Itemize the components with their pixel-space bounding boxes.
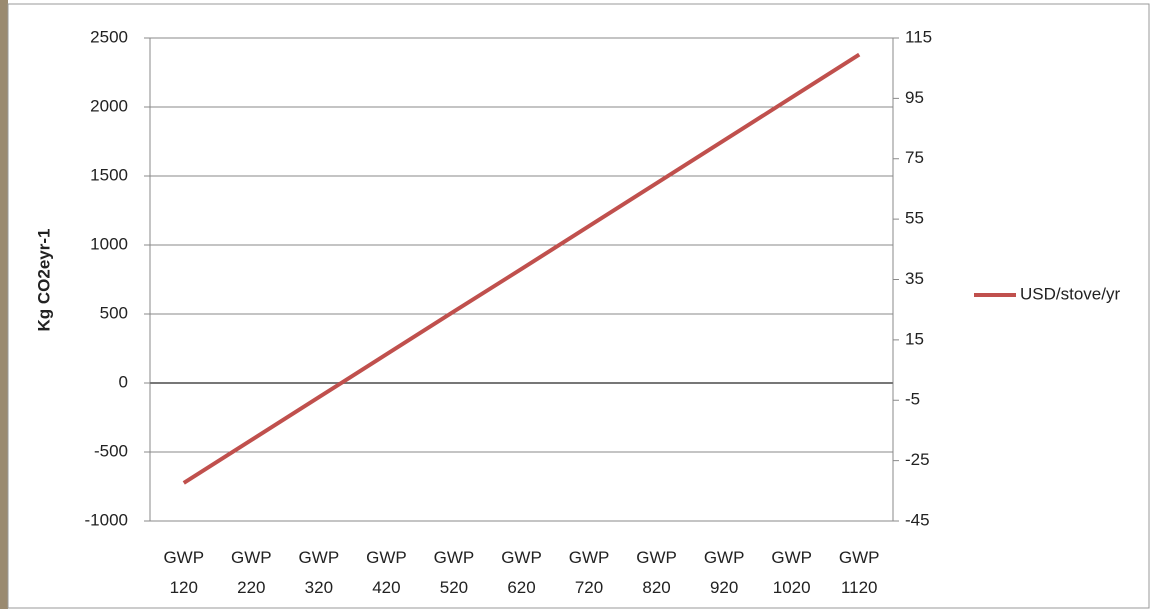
x-tick-label: GWP 720 — [568, 548, 610, 597]
y2-tick-label: -5 — [905, 390, 920, 409]
y-tick-label: 1000 — [90, 234, 128, 253]
legend-label: USD/stove/yr — [1020, 284, 1120, 303]
y-axis-title: Kg CO2eyr-1 — [34, 229, 53, 332]
y-tick-label: 0 — [119, 372, 128, 391]
y-tick-label: -1000 — [85, 510, 128, 529]
background-strip — [0, 0, 8, 609]
y2-tick-label: 115 — [905, 27, 932, 46]
x-tick-label: GWP 520 — [433, 548, 475, 597]
y2-tick-label: -25 — [905, 450, 930, 469]
y-tick-label: 2000 — [90, 96, 128, 115]
x-tick-label: GWP 620 — [501, 548, 542, 597]
y-tick-label: -500 — [94, 441, 128, 460]
y-tick-label: 500 — [100, 303, 128, 322]
x-tick-label: GWP 920 — [703, 548, 745, 597]
x-tick-label: GWP 320 — [298, 548, 340, 597]
y2-tick-label: 35 — [905, 269, 924, 288]
x-tick-label: GWP 820 — [636, 548, 677, 597]
y2-tick-label: -45 — [905, 510, 930, 529]
y2-tick-label: 95 — [905, 88, 924, 107]
x-tick-label: GWP 420 — [366, 548, 407, 597]
x-tick-label: GWP 1120 — [838, 548, 880, 597]
y-tick-label: 2500 — [90, 27, 128, 46]
y2-tick-label: 75 — [905, 148, 924, 167]
y-tick-label: 1500 — [90, 165, 128, 184]
line-series — [182, 52, 861, 485]
x-tick-label: GWP 220 — [231, 548, 272, 597]
y2-tick-label: 15 — [905, 329, 924, 348]
x-tick-label: GWP 120 — [163, 548, 205, 597]
chart-frame — [7, 3, 1150, 609]
y2-tick-label: 55 — [905, 209, 924, 228]
x-tick-label: GWP 1020 — [771, 548, 812, 597]
